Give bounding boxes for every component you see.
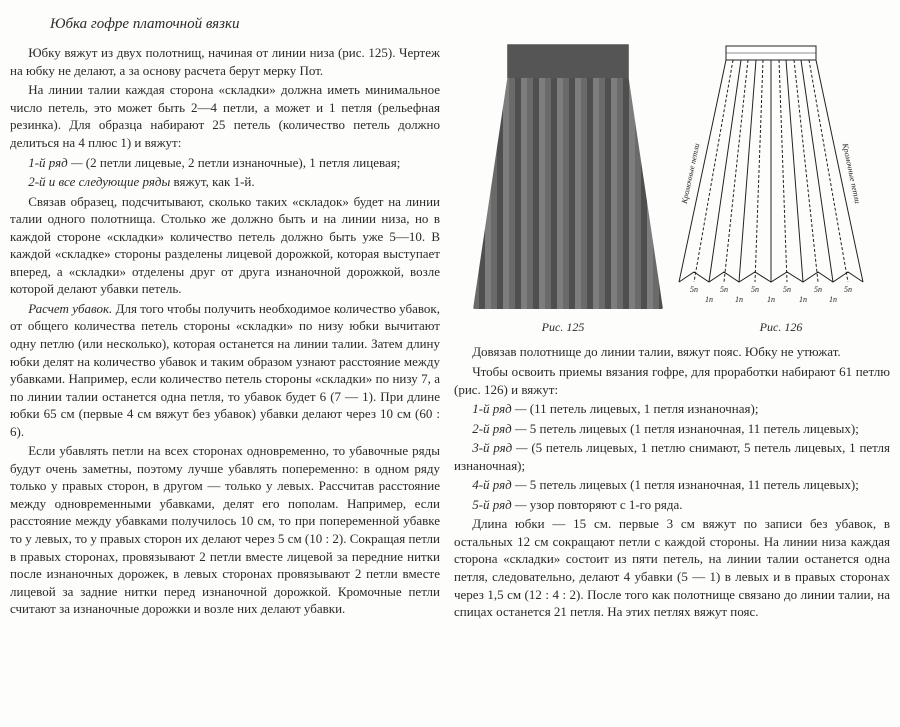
row-text: 5 петель лицевых (1 петля изнаночная, 11…	[527, 421, 859, 436]
diag-side-right: Кромочные петли	[840, 142, 862, 205]
diag-label: 5п	[814, 285, 822, 294]
para: На линии талии каждая сторона «складки» …	[10, 81, 440, 151]
diag-tick: 1п	[705, 295, 713, 304]
skirt-diagram: 5п 5п 5п 5п 5п 5п 1п 1п 1п 1п 1п Кромочн…	[671, 44, 871, 309]
diag-tick: 1п	[735, 295, 743, 304]
para: Длина юбки — 15 см. первые 3 см вяжут по…	[454, 515, 890, 620]
skirt-photo	[473, 44, 663, 309]
caption-125: Рис. 125	[542, 319, 585, 335]
para-text: Для того чтобы получить необходимое коли…	[10, 301, 440, 439]
diag-tick: 1п	[767, 295, 775, 304]
page-title: Юбка гофре платочной вязки	[50, 14, 890, 34]
figure-row: 5п 5п 5п 5п 5п 5п 1п 1п 1п 1п 1п Кромочн…	[454, 44, 890, 313]
left-column: Юбку вяжут из двух полотнищ, начиная от …	[10, 44, 440, 622]
row-label: 1-й ряд —	[472, 401, 526, 416]
diag-label: 5п	[844, 285, 852, 294]
right-column: 5п 5п 5п 5п 5п 5п 1п 1п 1п 1п 1п Кромочн…	[454, 44, 890, 622]
para: Связав образец, подсчитывают, сколько та…	[10, 193, 440, 298]
row-2: 2-й ряд — 5 петель лицевых (1 петля изна…	[454, 420, 890, 438]
caption-row: Рис. 125 Рис. 126	[454, 319, 890, 335]
para: Чтобы освоить приемы вязания гофре, для …	[454, 363, 890, 398]
row-text: 5 петель лицевых (1 петля изнаночная, 11…	[527, 477, 859, 492]
lead-label: Расчет убавок.	[28, 301, 112, 316]
caption-126: Рис. 126	[760, 319, 803, 335]
row-text: (2 петли лицевые, 2 петли изнаночные), 1…	[83, 155, 401, 170]
diag-side-left: Кромочные петли	[680, 143, 702, 206]
two-column-layout: Юбку вяжут из двух полотнищ, начиная от …	[10, 44, 890, 622]
row-label: 4-й ряд —	[472, 477, 526, 492]
row-label: 2-й и все следующие ряды	[28, 174, 170, 189]
row-1: 1-й ряд — (2 петли лицевые, 2 петли изна…	[10, 154, 440, 172]
para: Юбку вяжут из двух полотнищ, начиная от …	[10, 44, 440, 79]
para: Довязав полотнище до линии талии, вяжут …	[454, 343, 890, 361]
row-1: 1-й ряд — (11 петель лицевых, 1 петля из…	[454, 400, 890, 418]
row-5: 5-й ряд — узор повторяют с 1-го ряда.	[454, 496, 890, 514]
row-4: 4-й ряд — 5 петель лицевых (1 петля изна…	[454, 476, 890, 494]
figure-126: 5п 5п 5п 5п 5п 5п 1п 1п 1п 1п 1п Кромочн…	[671, 44, 871, 313]
para: Если убавлять петли на всех сторонах одн…	[10, 442, 440, 617]
row-text: вяжут, как 1-й.	[170, 174, 254, 189]
row-text: (11 петель лицевых, 1 петля изнаночная);	[527, 401, 759, 416]
para: Расчет убавок. Для того чтобы получить н…	[10, 300, 440, 440]
diag-label: 5п	[783, 285, 791, 294]
figure-125	[473, 44, 663, 313]
row-label: 5-й ряд —	[472, 497, 526, 512]
diag-label: 5п	[751, 285, 759, 294]
row-text: узор повторяют с 1-го ряда.	[527, 497, 683, 512]
diag-label: 5п	[720, 285, 728, 294]
row-label: 3-й ряд —	[472, 440, 527, 455]
diag-tick: 1п	[829, 295, 837, 304]
row-label: 2-й ряд —	[472, 421, 526, 436]
diag-label: 5п	[690, 285, 698, 294]
row-2: 2-й и все следующие ряды вяжут, как 1-й.	[10, 173, 440, 191]
row-label: 1-й ряд —	[28, 155, 82, 170]
diag-tick: 1п	[799, 295, 807, 304]
row-3: 3-й ряд — (5 петель лицевых, 1 петлю сни…	[454, 439, 890, 474]
